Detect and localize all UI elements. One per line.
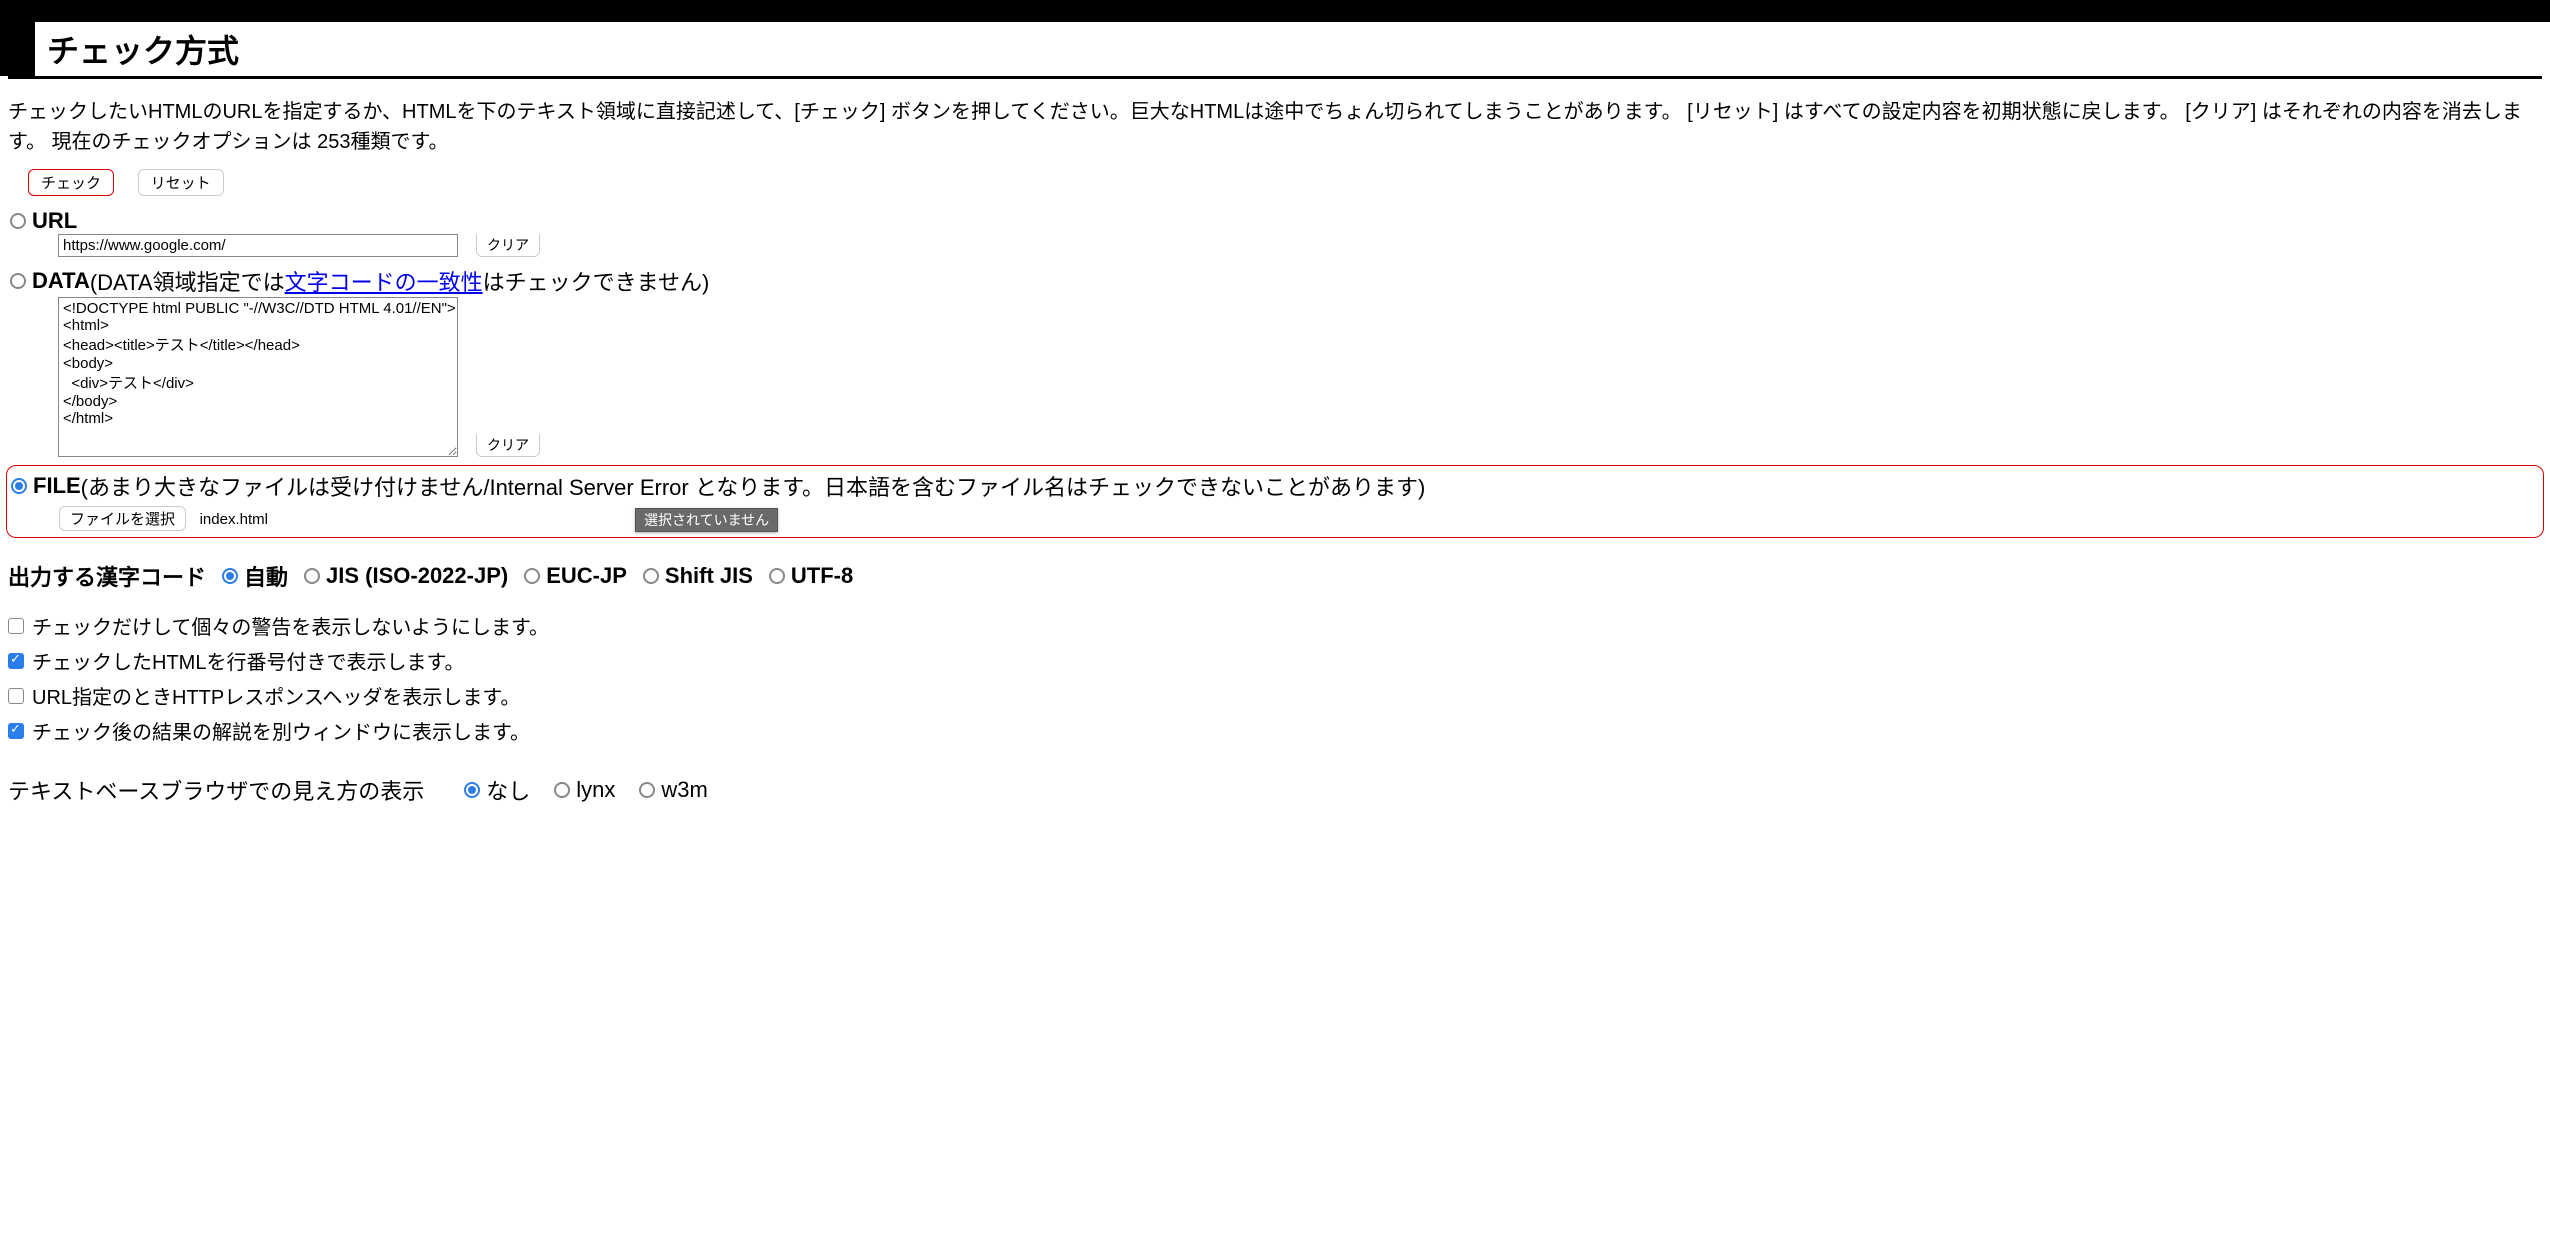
encoding-sjis-radio[interactable]	[643, 568, 659, 584]
intro-text: チェックしたいHTMLのURLを指定するか、HTMLを下のテキスト領域に直接記述…	[0, 89, 2550, 157]
encoding-jis-label: JIS (ISO-2022-JP)	[326, 563, 508, 589]
cb-http-headers[interactable]	[8, 688, 24, 704]
browser-none-label: なし	[486, 774, 530, 806]
cb-new-window-label: チェック後の結果の解説を別ウィンドウに表示します。	[32, 716, 530, 745]
cb-http-headers-label: URL指定のときHTTPレスポンスヘッダを表示します。	[32, 681, 520, 710]
cb-line-numbers[interactable]	[8, 653, 24, 669]
encoding-auto-radio[interactable]	[222, 568, 238, 584]
data-sub-suffix: はチェックできません)	[483, 265, 710, 297]
file-tooltip: 選択されていません	[635, 508, 778, 532]
file-name: index.html	[200, 511, 268, 528]
header-underline	[8, 76, 2542, 79]
file-radio[interactable]	[11, 478, 27, 494]
top-black-bar	[0, 0, 2550, 22]
url-label: URL	[32, 208, 77, 234]
browser-none-radio[interactable]	[464, 782, 480, 798]
encoding-utf8-radio[interactable]	[769, 568, 785, 584]
cb-new-window[interactable]	[8, 723, 24, 739]
url-section: URL クリア	[0, 204, 2550, 261]
encoding-utf8-label: UTF-8	[791, 563, 853, 589]
encoding-label: 出力する漢字コード	[8, 560, 206, 592]
data-textarea[interactable]	[58, 297, 458, 457]
file-label: FILE	[33, 473, 81, 499]
encoding-euc-radio[interactable]	[524, 568, 540, 584]
cb-line-numbers-label: チェックしたHTMLを行番号付きで表示します。	[32, 646, 464, 675]
cb-suppress-warnings[interactable]	[8, 618, 24, 634]
page-title: チェック方式	[35, 22, 249, 76]
data-section: DATA (DATA領域指定では 文字コードの一致性 はチェックできません) ク…	[0, 261, 2550, 461]
browser-row: テキストベースブラウザでの見え方の表示 なし lynx w3m	[0, 756, 2550, 814]
encoding-auto-label: 自動	[244, 560, 288, 592]
data-label: DATA	[32, 268, 90, 294]
browser-label: テキストベースブラウザでの見え方の表示	[8, 774, 424, 806]
file-select-button[interactable]: ファイルを選択	[59, 506, 186, 531]
data-sub-prefix: (DATA領域指定では	[90, 265, 285, 297]
file-section-highlight: FILE (あまり大きなファイルは受け付けません/Internal Server…	[6, 465, 2544, 538]
browser-lynx-label: lynx	[576, 777, 615, 803]
url-clear-button[interactable]: クリア	[476, 234, 540, 257]
button-row: チェック リセット	[0, 157, 2550, 204]
browser-w3m-radio[interactable]	[639, 782, 655, 798]
header-black-box	[0, 22, 35, 76]
url-input[interactable]	[58, 234, 458, 257]
data-radio[interactable]	[10, 273, 26, 289]
encoding-row: 出力する漢字コード 自動 JIS (ISO-2022-JP) EUC-JP Sh…	[0, 542, 2550, 600]
encoding-euc-label: EUC-JP	[546, 563, 627, 589]
cb-suppress-warnings-label: チェックだけして個々の警告を表示しないようにします。	[32, 611, 549, 640]
checkbox-list: チェックだけして個々の警告を表示しないようにします。 チェックしたHTMLを行番…	[0, 600, 2550, 756]
data-clear-button[interactable]: クリア	[476, 434, 540, 457]
reset-button[interactable]: リセット	[138, 169, 224, 196]
encoding-jis-radio[interactable]	[304, 568, 320, 584]
file-sub: (あまり大きなファイルは受け付けません/Internal Server Erro…	[81, 470, 1426, 502]
charset-consistency-link[interactable]: 文字コードの一致性	[285, 265, 483, 297]
browser-w3m-label: w3m	[661, 777, 707, 803]
check-button[interactable]: チェック	[28, 169, 114, 196]
url-radio[interactable]	[10, 213, 26, 229]
encoding-sjis-label: Shift JIS	[665, 563, 753, 589]
header-row: チェック方式	[0, 22, 2550, 76]
browser-lynx-radio[interactable]	[554, 782, 570, 798]
